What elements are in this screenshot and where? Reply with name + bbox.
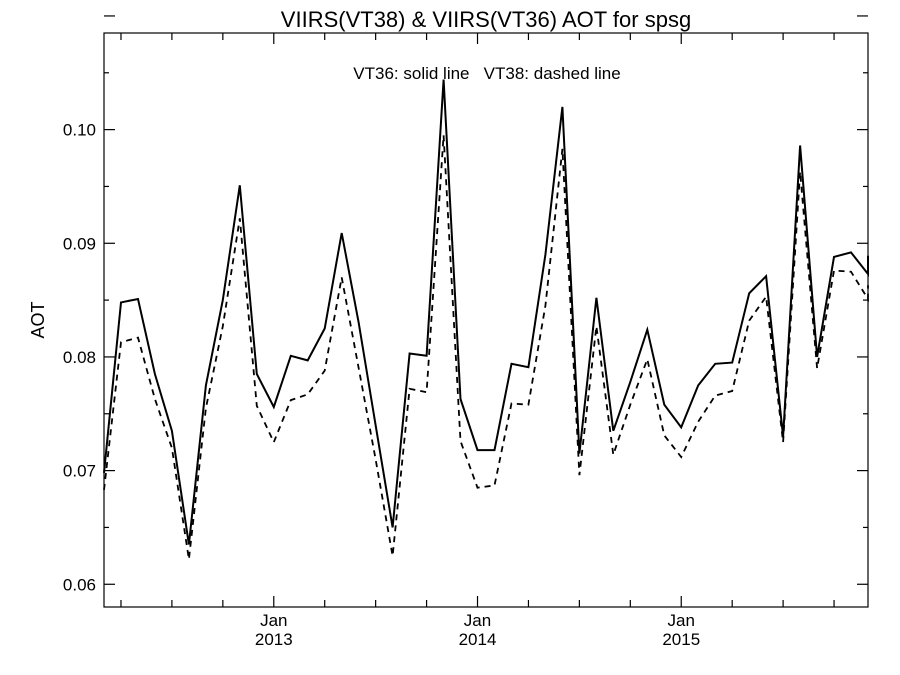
tick-labels: 0.060.070.080.090.10Jan2013Jan2014Jan201…	[63, 121, 700, 649]
plot-frame	[103, 32, 869, 608]
series-vt36-line	[103, 79, 869, 545]
x-tick-label-year: 2014	[459, 630, 497, 649]
y-tick-label: 0.09	[63, 234, 96, 253]
y-tick-label: 0.10	[63, 121, 96, 140]
chart-title: VIIRS(VT38) & VIIRS(VT36) AOT for spsg	[281, 7, 691, 32]
y-axis-label: AOT	[28, 301, 48, 338]
x-tick-label-month: Jan	[464, 611, 491, 630]
y-tick-label: 0.06	[63, 575, 96, 594]
axis-ticks	[104, 15, 868, 607]
series-vt38-line	[103, 135, 869, 560]
x-tick-label-year: 2013	[255, 630, 293, 649]
y-tick-label: 0.08	[63, 348, 96, 367]
x-tick-label-year: 2015	[662, 630, 700, 649]
x-tick-label-month: Jan	[668, 611, 695, 630]
legend-annotation: VT36: solid line VT38: dashed line	[353, 64, 620, 83]
series-lines	[103, 79, 869, 560]
x-tick-label-month: Jan	[260, 611, 287, 630]
y-tick-label: 0.07	[63, 462, 96, 481]
